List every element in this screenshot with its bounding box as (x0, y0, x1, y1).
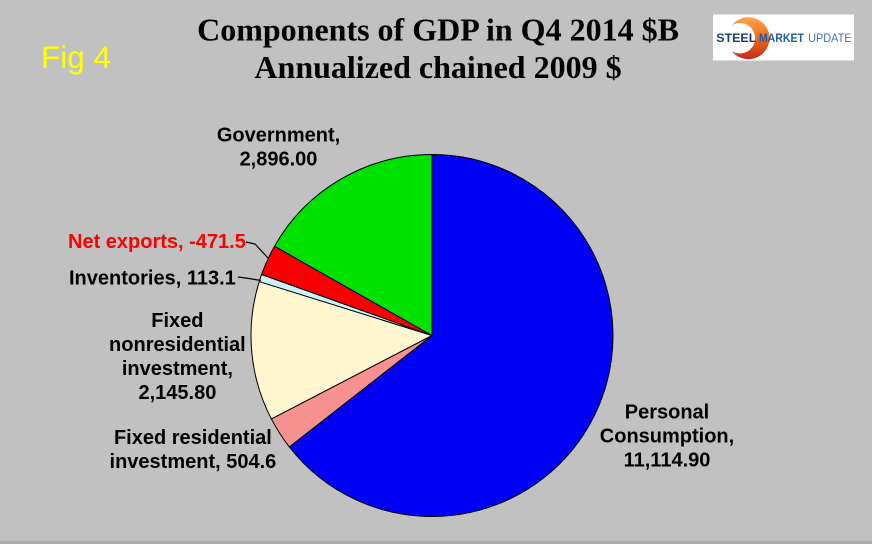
svg-text:2,896.00: 2,896.00 (240, 149, 318, 171)
svg-text:Consumption,: Consumption, (600, 426, 734, 448)
svg-text:11,114.90: 11,114.90 (624, 450, 711, 472)
svg-text:2,145.80: 2,145.80 (138, 382, 216, 404)
svg-text:Fixed residential: Fixed residential (114, 427, 272, 449)
svg-text:investment,: investment, (122, 358, 233, 380)
svg-text:Government,: Government, (217, 125, 340, 147)
svg-text:investment, 504.6: investment, 504.6 (110, 451, 277, 473)
svg-text:Annualized chained 2009 $: Annualized chained 2009 $ (254, 49, 621, 85)
svg-text:Net exports, -471.5: Net exports, -471.5 (68, 231, 246, 253)
svg-text:nonresidential: nonresidential (109, 334, 246, 356)
svg-text:Components of GDP in Q4 2014 $: Components of GDP in Q4 2014 $B (197, 12, 679, 48)
svg-text:UPDATE: UPDATE (808, 33, 852, 45)
svg-text:MARKET: MARKET (759, 33, 804, 45)
svg-text:STEEL: STEEL (716, 33, 756, 45)
svg-text:Fixed: Fixed (151, 310, 203, 332)
svg-text:Inventories, 113.1: Inventories, 113.1 (69, 267, 236, 289)
svg-text:Fig 4: Fig 4 (41, 39, 111, 75)
svg-text:Personal: Personal (625, 402, 709, 424)
